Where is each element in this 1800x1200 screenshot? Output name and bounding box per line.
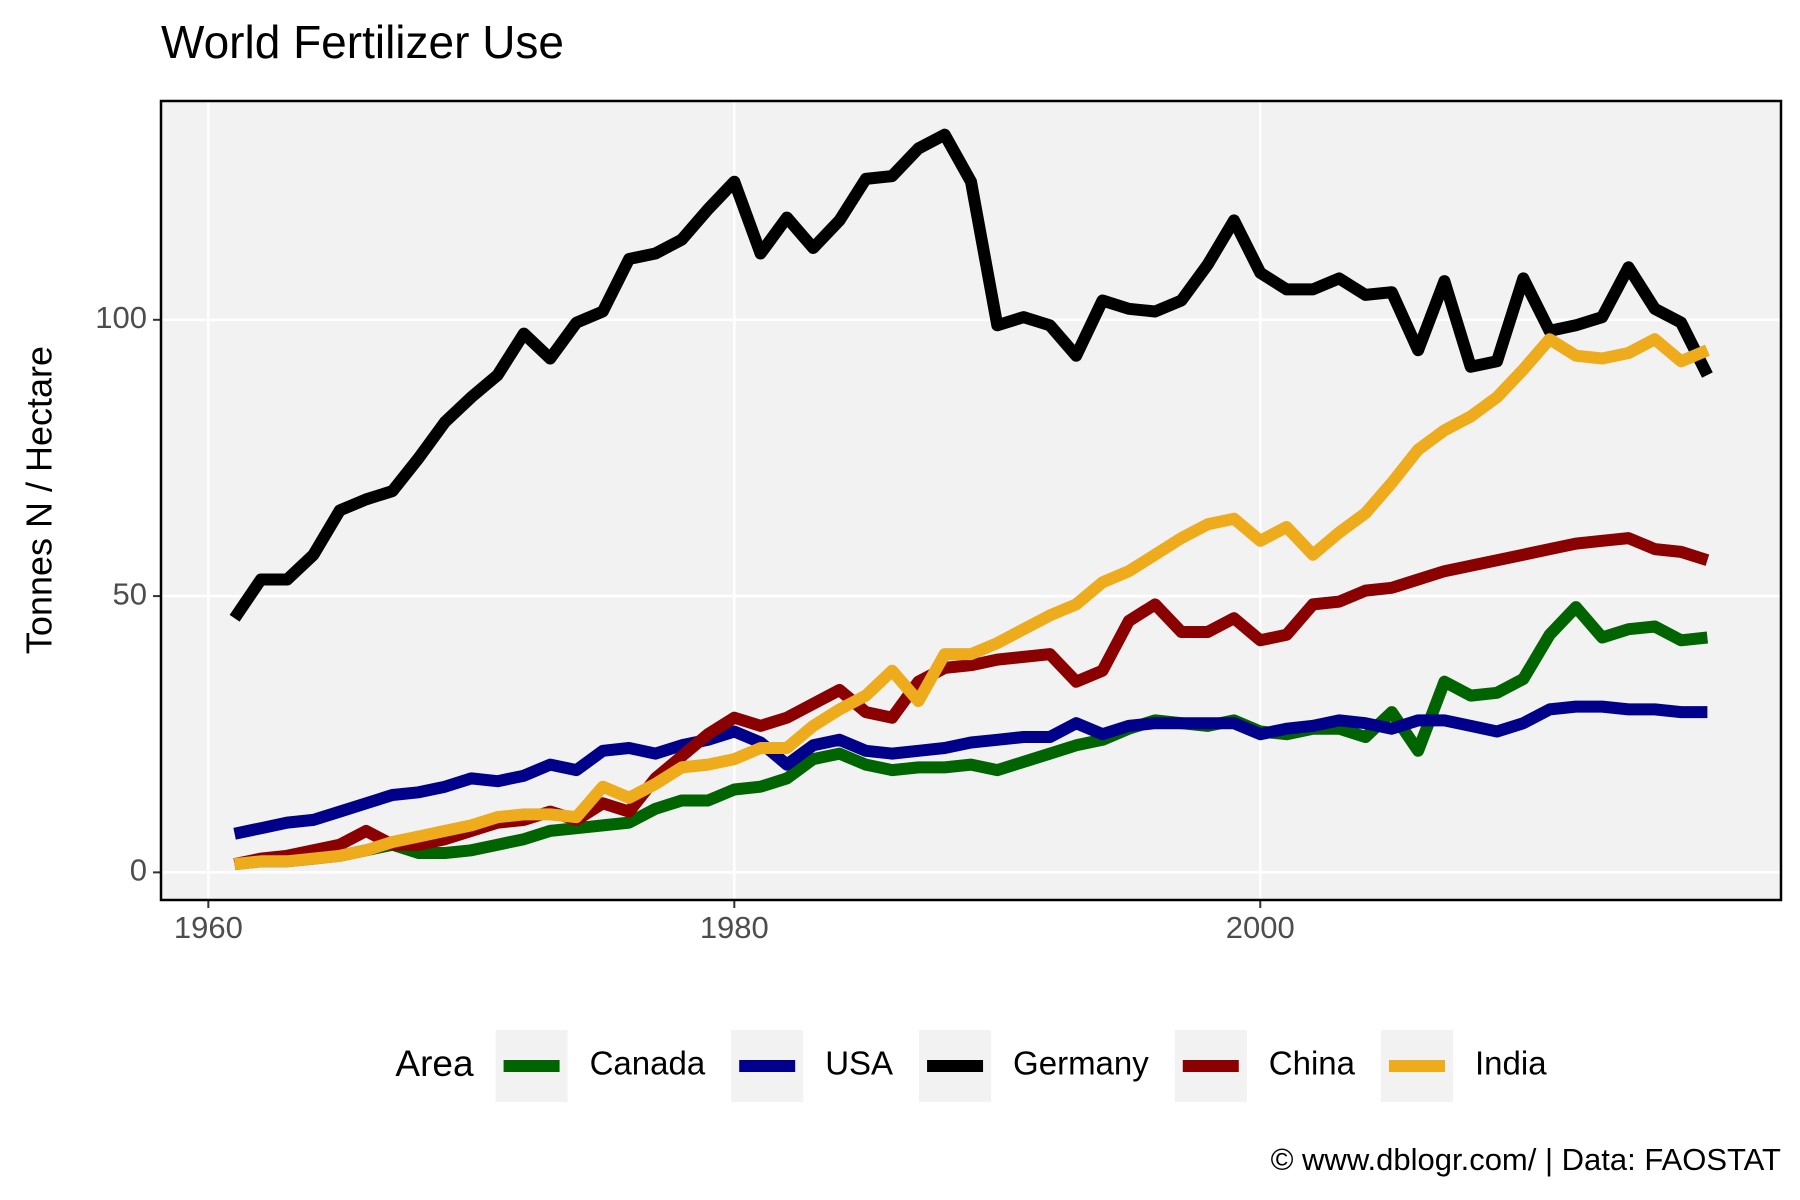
x-tick-label: 1980 (700, 910, 769, 945)
x-tick-label: 2000 (1226, 910, 1295, 945)
legend: Area Canada USA Germany China India (395, 1030, 1547, 1102)
y-axis-label: Tonnes N / Hectare (19, 346, 60, 654)
series-line (233, 601, 1709, 871)
y-tick-label: 50 (113, 576, 147, 611)
legend-label: USA (825, 1045, 893, 1082)
x-tick-label: 1960 (174, 910, 243, 945)
series-line (233, 333, 1710, 871)
legend-label: China (1269, 1045, 1356, 1082)
plot-border (159, 99, 1783, 902)
series-line (233, 700, 1708, 840)
plot-background (161, 101, 1781, 900)
legend-label: Germany (1013, 1045, 1149, 1082)
y-tick-label: 100 (95, 300, 147, 335)
legend-label: Canada (590, 1045, 706, 1082)
y-tick-label: 0 (130, 853, 147, 888)
series-line (229, 128, 1713, 622)
chart-title: World Fertilizer Use (161, 16, 564, 68)
legend-label: India (1475, 1045, 1547, 1082)
caption: © www.dblogr.com/ | Data: FAOSTAT (1271, 1142, 1781, 1177)
legend-title: Area (395, 1043, 474, 1084)
